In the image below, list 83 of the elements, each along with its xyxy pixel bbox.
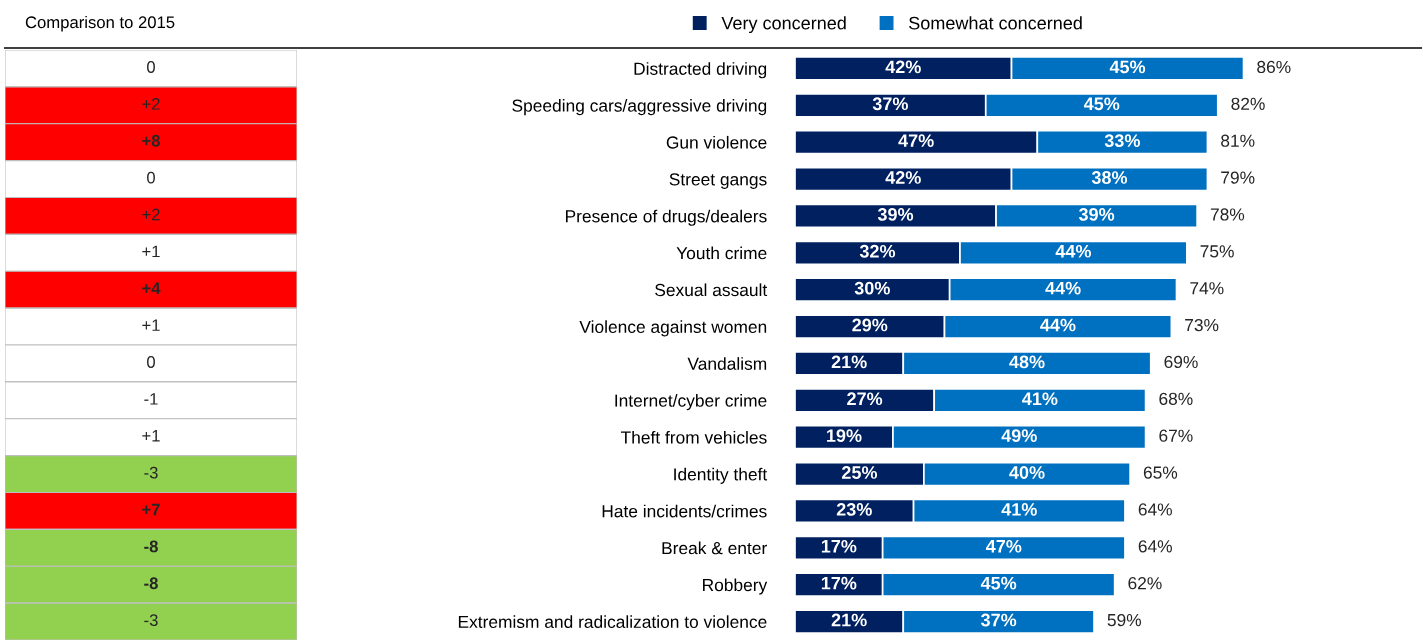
data-label: 41% [1022, 392, 1058, 406]
data-label: 39% [877, 208, 914, 221]
data-label: 33% [1104, 134, 1140, 148]
total-label: 82% [1231, 97, 1265, 110]
total-label: 81% [1221, 134, 1255, 147]
data-label: 49% [1001, 429, 1037, 443]
legend-label: Somewhat concerned [909, 16, 1082, 30]
data-label: +2 [142, 208, 160, 221]
y-tick-label: Speeding cars/aggressive driving [512, 99, 767, 116]
total-label: 64% [1138, 503, 1172, 516]
chart-title: Comparison to 2015 [25, 15, 175, 32]
y-tick-label: Identity theft [674, 467, 768, 484]
y-tick-label: Street gangs [669, 173, 767, 189]
total-label: 69% [1164, 355, 1198, 369]
data-label: 42% [885, 171, 921, 184]
data-label: +8 [142, 134, 160, 147]
data-label: +7 [142, 503, 160, 516]
y-tick-label: Internet/cyber crime [615, 394, 767, 411]
y-tick-label: Gun violence [666, 135, 767, 149]
data-label: 19% [827, 429, 862, 443]
data-label: -3 [144, 466, 158, 479]
data-label: 44% [1040, 318, 1076, 332]
total-label: 64% [1138, 540, 1172, 553]
total-label: 62% [1128, 577, 1162, 590]
data-label: 0 [147, 61, 155, 73]
data-label: 40% [1009, 466, 1045, 479]
data-label: 29% [852, 318, 888, 332]
y-tick-label: Distracted driving [634, 62, 767, 79]
data-label: 17% [821, 539, 857, 553]
data-label: +1 [142, 430, 160, 442]
data-label: 45% [980, 576, 1017, 590]
data-label: 27% [847, 392, 883, 406]
data-label: 37% [980, 613, 1017, 627]
data-label: 44% [1055, 244, 1091, 258]
data-label: 23% [836, 503, 872, 516]
data-label: 39% [1078, 208, 1115, 221]
data-label: 47% [898, 134, 934, 147]
y-tick-label: Youth crime [676, 246, 767, 260]
data-label: 17% [821, 576, 857, 590]
data-label: 48% [1009, 355, 1045, 369]
legend-label: Very concerned [721, 16, 846, 34]
data-label: -8 [144, 577, 158, 590]
data-label: 44% [1045, 281, 1081, 295]
total-label: 59% [1107, 613, 1142, 627]
data-label: 45% [1109, 60, 1146, 74]
data-label: 42% [885, 60, 921, 74]
data-label: 32% [859, 244, 896, 258]
y-tick-label: Robbery [703, 578, 768, 595]
total-label: 68% [1159, 392, 1193, 405]
y-tick-label: Extremism and radicalization to violence [458, 615, 767, 629]
y-tick-label: Sexual assault [655, 283, 768, 297]
total-label: 74% [1190, 282, 1224, 295]
data-label: 41% [1001, 503, 1037, 516]
data-label: -8 [144, 540, 158, 553]
data-label: 45% [1083, 97, 1120, 111]
data-label: -3 [144, 614, 158, 627]
total-label: 78% [1210, 208, 1245, 221]
data-label: -1 [144, 393, 158, 405]
data-label: 21% [831, 613, 867, 627]
data-label: +1 [142, 245, 160, 258]
y-tick-label: Break & enter [662, 541, 767, 555]
total-label: 75% [1200, 245, 1234, 258]
total-label: 86% [1257, 60, 1291, 74]
data-label: 47% [986, 539, 1022, 553]
total-label: 73% [1185, 318, 1219, 332]
total-label: 67% [1159, 429, 1193, 442]
data-label: 21% [831, 355, 867, 369]
y-tick-label: Violence against women [579, 320, 767, 337]
data-label: 38% [1091, 171, 1128, 184]
data-label: +1 [142, 319, 160, 331]
data-label: +4 [142, 282, 161, 294]
y-tick-label: Theft from vehicles [620, 430, 767, 444]
data-label: 0 [147, 356, 155, 368]
data-label: +2 [142, 97, 160, 110]
total-label: 79% [1221, 171, 1255, 184]
total-label: 65% [1143, 466, 1178, 479]
y-tick-label: Hate incidents/crimes [602, 504, 767, 518]
data-label: 0 [147, 171, 155, 184]
data-label: 37% [872, 97, 908, 111]
data-label: 30% [854, 281, 890, 295]
data-label: 25% [842, 466, 878, 479]
y-tick-label: Vandalism [687, 357, 767, 370]
y-tick-label: Presence of drugs/dealers [566, 209, 767, 226]
